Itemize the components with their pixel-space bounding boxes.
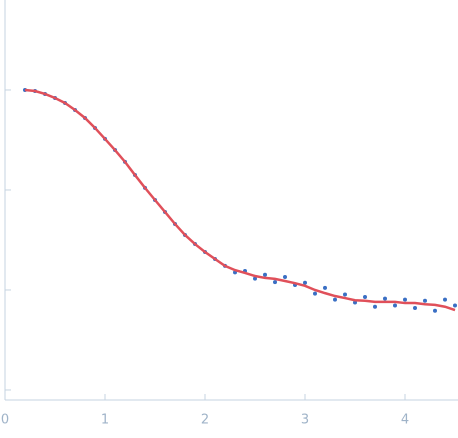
data-point bbox=[263, 272, 267, 277]
data-point bbox=[323, 285, 327, 290]
data-point bbox=[383, 296, 387, 301]
x-tick-label: 0 bbox=[1, 413, 9, 428]
fit-line bbox=[24, 88, 456, 312]
x-tick-label: 3 bbox=[301, 413, 309, 428]
data-point bbox=[453, 303, 457, 308]
x-tick-label: 4 bbox=[401, 413, 409, 428]
data-point bbox=[403, 297, 407, 302]
data-point bbox=[363, 295, 367, 300]
data-point bbox=[413, 306, 417, 311]
data-point bbox=[443, 297, 447, 302]
data-point bbox=[343, 292, 347, 297]
data-point bbox=[273, 280, 277, 285]
data-point bbox=[373, 304, 377, 309]
data-point bbox=[303, 280, 307, 285]
data-point bbox=[253, 276, 257, 281]
data-point bbox=[423, 298, 427, 303]
data-point bbox=[313, 291, 317, 296]
data-point bbox=[433, 308, 437, 313]
x-tick-label: 2 bbox=[201, 413, 209, 428]
data-point bbox=[333, 297, 337, 302]
x-tick-label: 1 bbox=[101, 413, 109, 428]
data-point bbox=[283, 274, 287, 279]
data-point bbox=[393, 303, 397, 308]
